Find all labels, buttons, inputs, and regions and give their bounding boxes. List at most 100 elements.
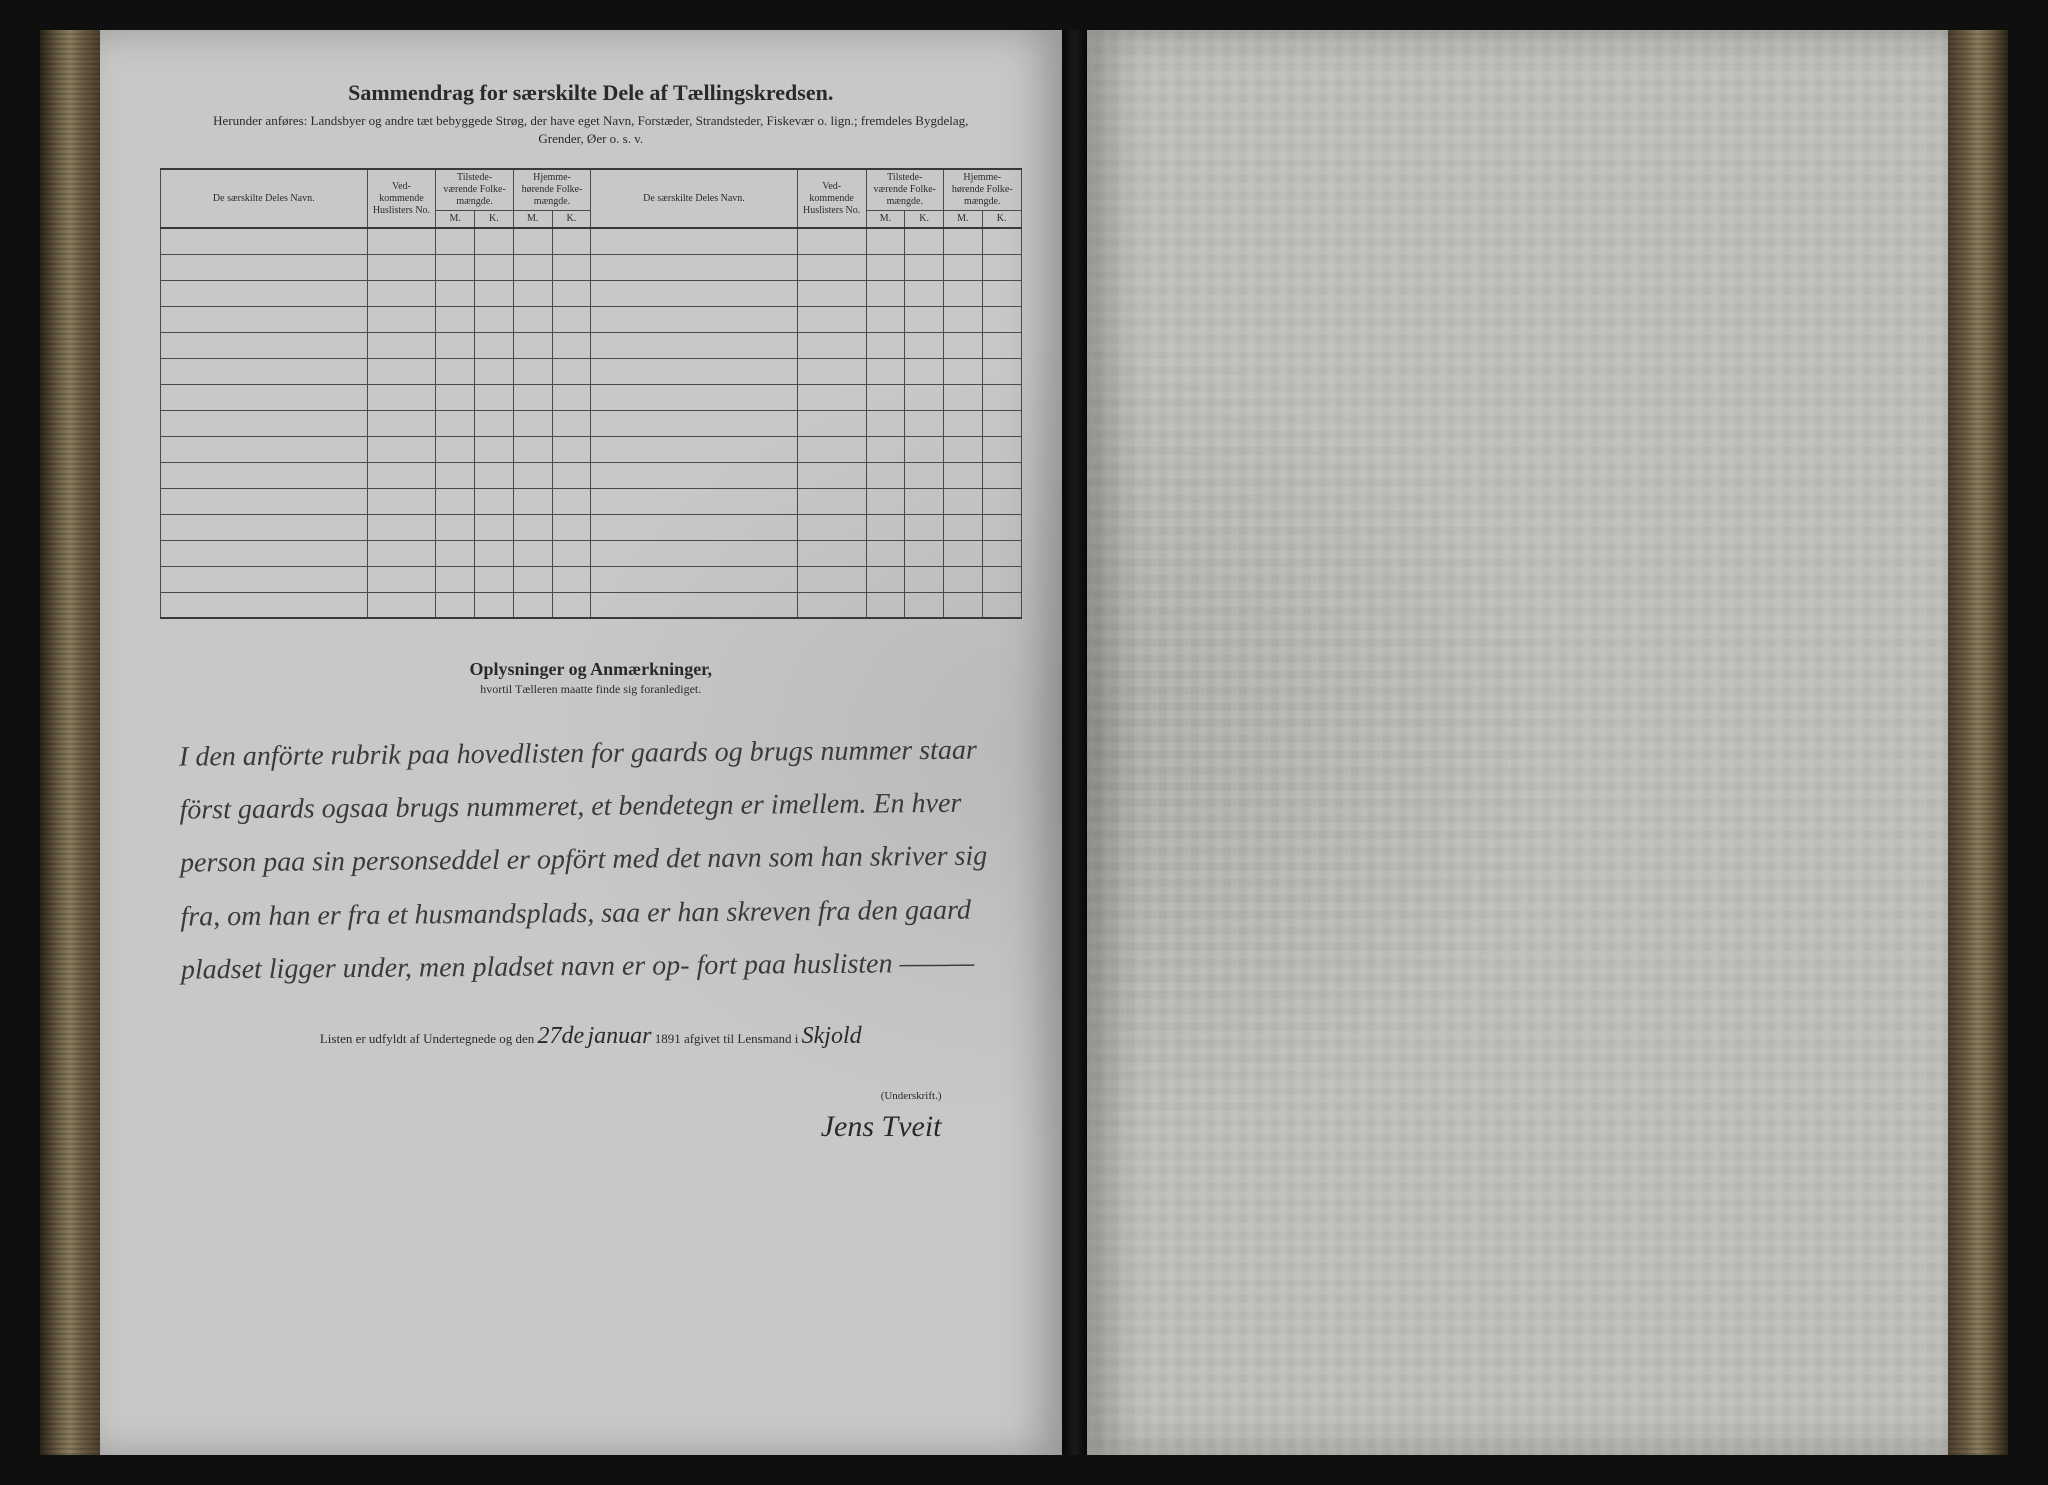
table-cell: [866, 280, 905, 306]
table-cell: [797, 306, 866, 332]
table-cell: [475, 410, 514, 436]
table-cell: [944, 254, 983, 280]
table-cell: [982, 488, 1021, 514]
table-cell: [866, 254, 905, 280]
table-cell: [797, 436, 866, 462]
table-row: [161, 280, 1022, 306]
handwritten-remarks: I den anförte rubrik paa hovedlisten for…: [159, 724, 1023, 997]
table-cell: [552, 592, 591, 618]
table-cell: [552, 436, 591, 462]
col-huslisters-1: Ved-kommende Huslisters No.: [367, 169, 436, 228]
table-cell: [367, 436, 436, 462]
table-cell: [797, 384, 866, 410]
table-cell: [797, 332, 866, 358]
table-cell: [905, 566, 944, 592]
table-cell: [905, 280, 944, 306]
table-cell: [591, 332, 798, 358]
table-cell: [944, 384, 983, 410]
table-cell: [866, 488, 905, 514]
table-cell: [797, 462, 866, 488]
table-cell: [475, 280, 514, 306]
table-cell: [982, 436, 1021, 462]
table-cell: [161, 410, 368, 436]
table-cell: [161, 254, 368, 280]
table-row: [161, 228, 1022, 254]
table-cell: [513, 384, 552, 410]
table-cell: [944, 540, 983, 566]
table-cell: [982, 384, 1021, 410]
table-cell: [367, 384, 436, 410]
table-cell: [367, 358, 436, 384]
table-cell: [591, 436, 798, 462]
table-cell: [905, 436, 944, 462]
table-cell: [905, 306, 944, 332]
right-page-blank: [1087, 30, 1949, 1455]
table-cell: [944, 488, 983, 514]
table-cell: [367, 332, 436, 358]
table-cell: [866, 436, 905, 462]
table-cell: [367, 228, 436, 254]
table-cell: [161, 592, 368, 618]
table-cell: [161, 436, 368, 462]
table-cell: [591, 488, 798, 514]
table-cell: [944, 514, 983, 540]
footer-attestation: Listen er udfyldt af Undertegnede og den…: [160, 1023, 1022, 1050]
table-cell: [591, 462, 798, 488]
table-row: [161, 462, 1022, 488]
table-cell: [905, 254, 944, 280]
table-row: [161, 332, 1022, 358]
footer-month: januar: [587, 1023, 651, 1049]
table-cell: [436, 488, 475, 514]
table-cell: [161, 514, 368, 540]
table-cell: [475, 462, 514, 488]
table-cell: [797, 514, 866, 540]
form-title: Sammendrag for særskilte Dele af Tælling…: [160, 80, 1022, 106]
table-cell: [944, 306, 983, 332]
table-cell: [944, 566, 983, 592]
table-cell: [513, 566, 552, 592]
table-cell: [367, 592, 436, 618]
table-cell: [552, 410, 591, 436]
table-cell: [161, 462, 368, 488]
table-cell: [436, 514, 475, 540]
table-cell: [513, 462, 552, 488]
table-cell: [866, 384, 905, 410]
table-cell: [513, 332, 552, 358]
table-cell: [552, 488, 591, 514]
col-m: M.: [866, 211, 905, 229]
table-cell: [905, 514, 944, 540]
table-cell: [552, 384, 591, 410]
signature-label: (Underskrift.): [160, 1090, 942, 1102]
table-cell: [552, 358, 591, 384]
table-cell: [944, 358, 983, 384]
col-m: M.: [944, 211, 983, 229]
table-cell: [475, 332, 514, 358]
table-row: [161, 566, 1022, 592]
form-subtitle: Herunder anføres: Landsbyer og andre tæt…: [160, 112, 1022, 148]
table-cell: [591, 410, 798, 436]
table-cell: [367, 514, 436, 540]
table-cell: [161, 540, 368, 566]
table-cell: [944, 410, 983, 436]
table-cell: [552, 306, 591, 332]
footer-date: 27de: [538, 1023, 585, 1049]
table-cell: [797, 254, 866, 280]
table-cell: [905, 592, 944, 618]
table-cell: [475, 540, 514, 566]
col-tilstede-1: Tilstede-værende Folke-mængde.: [436, 169, 513, 211]
col-k: K.: [982, 211, 1021, 229]
table-cell: [513, 228, 552, 254]
table-cell: [513, 358, 552, 384]
table-cell: [591, 540, 798, 566]
col-name-2: De særskilte Deles Navn.: [591, 169, 798, 228]
table-cell: [982, 540, 1021, 566]
table-cell: [797, 488, 866, 514]
table-cell: [161, 228, 368, 254]
table-cell: [905, 488, 944, 514]
table-cell: [513, 514, 552, 540]
table-row: [161, 254, 1022, 280]
table-cell: [367, 462, 436, 488]
table-cell: [982, 228, 1021, 254]
table-cell: [475, 358, 514, 384]
table-cell: [591, 228, 798, 254]
